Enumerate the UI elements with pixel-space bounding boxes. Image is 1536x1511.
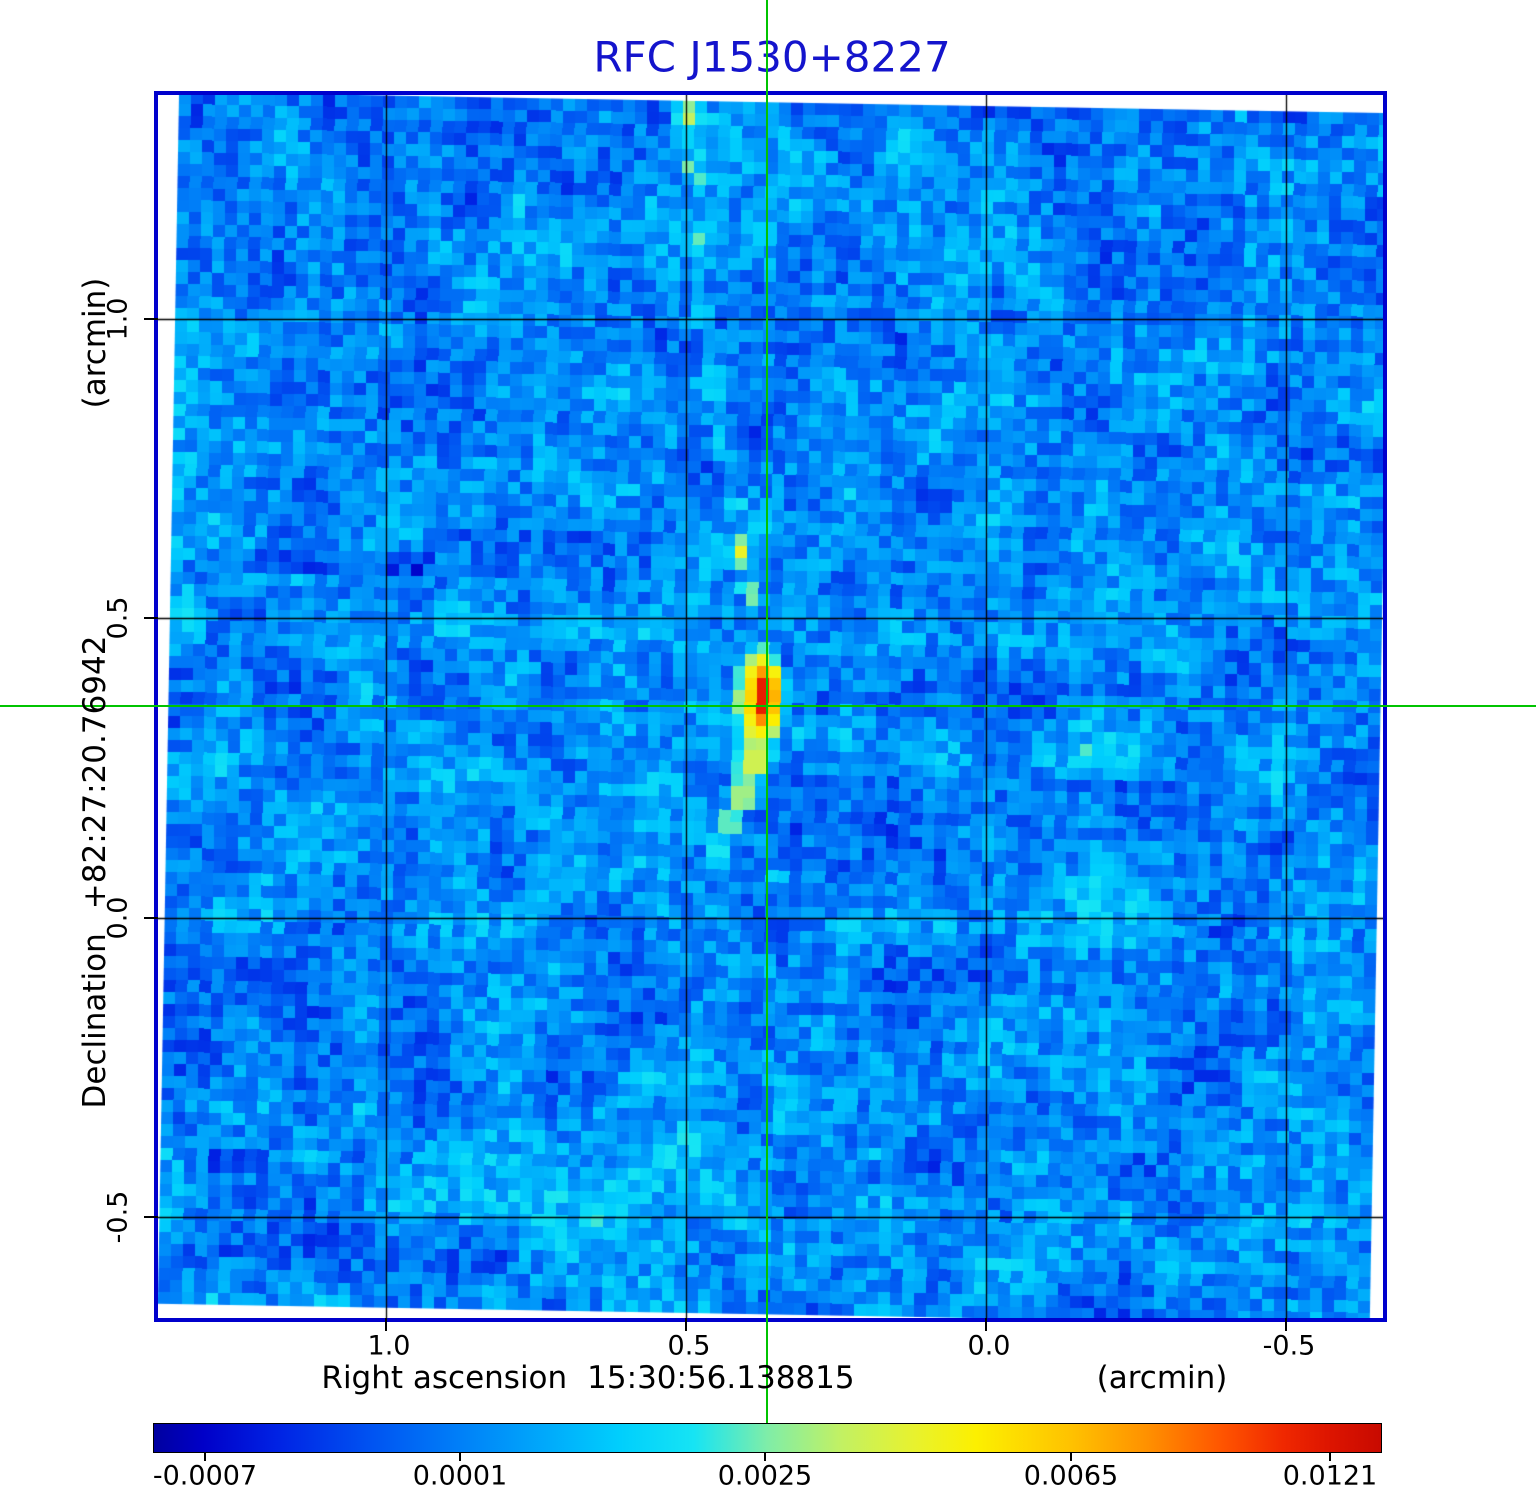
y-axis-label: Declination +82:27:20.76942 — [77, 636, 113, 1109]
y-axis-tick-mark — [144, 1216, 158, 1218]
crosshair-horizontal-line — [0, 705, 1536, 707]
colorbar-tick-label: 0.0001 — [412, 1460, 508, 1492]
x-axis-label-text: Right ascension — [321, 1360, 568, 1396]
colorbar — [153, 1423, 1382, 1453]
x-axis-unit: (arcmin) — [1096, 1360, 1228, 1396]
y-axis-tick-mark — [144, 617, 158, 619]
colorbar-tick-mark — [459, 1453, 461, 1461]
x-tick-label: 0.0 — [967, 1330, 1011, 1362]
x-axis-tick-mark — [685, 1318, 687, 1331]
colorbar-tick-mark — [204, 1453, 206, 1461]
colorbar-tick-mark — [1070, 1453, 1072, 1461]
y-axis-coordinate: +82:27:20.76942 — [77, 635, 113, 910]
colorbar-tick-label: 0.0025 — [717, 1460, 813, 1492]
x-axis-label: Right ascension 15:30:56.138815 — [321, 1360, 854, 1396]
y-tick-label: 0.5 — [102, 596, 134, 640]
colorbar-tick-label: -0.0007 — [152, 1460, 258, 1492]
x-axis-tick-mark — [985, 1318, 987, 1331]
x-axis-tick-mark — [1285, 1318, 1287, 1331]
colorbar-tick-label: 0.0065 — [1023, 1460, 1119, 1492]
x-tick-label: 0.5 — [667, 1330, 711, 1362]
y-tick-label: 1.0 — [102, 297, 134, 341]
x-axis-tick-mark — [385, 1318, 387, 1331]
y-axis-tick-mark — [144, 917, 158, 919]
page-title: RFC J1530+8227 — [593, 32, 951, 82]
x-tick-label: -0.5 — [1262, 1330, 1316, 1362]
x-axis-coordinate: 15:30:56.138815 — [587, 1360, 855, 1396]
crosshair-vertical-line — [766, 0, 768, 1427]
colorbar-tick-label: 0.0121 — [1282, 1460, 1378, 1492]
colorbar-tick-mark — [1329, 1453, 1331, 1461]
y-axis-tick-mark — [144, 318, 158, 320]
colorbar-tick-mark — [764, 1453, 766, 1461]
y-axis-label-text: Declination — [77, 933, 113, 1109]
y-tick-label: -0.5 — [102, 1190, 134, 1244]
x-tick-label: 1.0 — [367, 1330, 411, 1362]
y-tick-label: 0.0 — [102, 896, 134, 940]
